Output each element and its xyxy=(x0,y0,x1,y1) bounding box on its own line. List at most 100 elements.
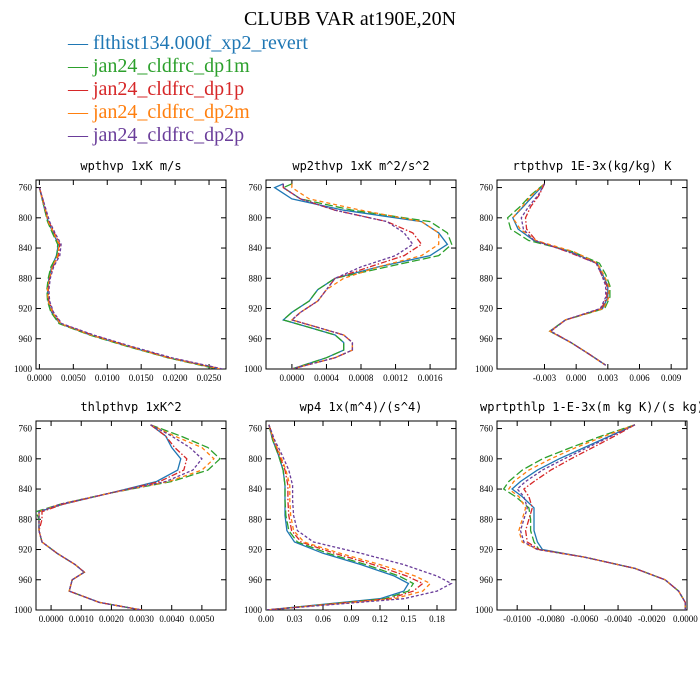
series-line xyxy=(502,424,686,610)
x-tick-label: 0.15 xyxy=(401,614,417,624)
legend-label: jan24_cldfrc_dp2p xyxy=(93,124,245,146)
x-tick-label: 0.03 xyxy=(287,614,303,624)
panel-title: wpthvp 1xK m/s xyxy=(80,159,181,173)
legend-marker: — xyxy=(68,55,93,77)
chart-panel: wp2thvp 1xK m^2/s^2 760 800 840 880 920 960 100… xyxy=(244,159,457,383)
series-line xyxy=(523,424,686,610)
x-tick-label: 0.0008 xyxy=(349,373,374,383)
x-tick-label: 0.06 xyxy=(315,614,331,624)
x-tick-label: -0.0080 xyxy=(537,614,565,624)
y-tick-label: 840 xyxy=(480,484,494,494)
y-tick-label: 800 xyxy=(249,213,263,223)
series-line xyxy=(273,183,449,369)
x-tick-label: 0.0200 xyxy=(163,373,188,383)
x-tick-label: 0.009 xyxy=(661,373,682,383)
chart-panel: thlpthvp 1xK^2 760 800 840 880 920 960 1000 0.00… xyxy=(14,400,227,624)
legend-item: — jan24_cldfrc_dp2m xyxy=(68,101,308,124)
chart-panel: wpthvp 1xK m/s76080084088092096010000.00… xyxy=(14,159,227,383)
y-tick-label: 800 xyxy=(480,454,494,464)
y-tick-label: 1000 xyxy=(475,605,494,615)
x-tick-label: 0.0012 xyxy=(383,373,408,383)
y-tick-label: 760 xyxy=(249,183,263,193)
y-tick-label: 760 xyxy=(19,183,33,193)
legend-marker: — xyxy=(68,124,93,146)
y-tick-label: 1000 xyxy=(244,364,263,374)
y-tick-label: 880 xyxy=(249,514,263,524)
y-tick-label: 800 xyxy=(19,213,33,223)
y-tick-label: 880 xyxy=(480,514,494,524)
x-tick-label: -0.0100 xyxy=(503,614,531,624)
y-tick-label: 880 xyxy=(19,514,33,524)
y-tick-label: 840 xyxy=(19,243,33,253)
series-line xyxy=(520,183,607,366)
chart-panel: wp4 1x(m^4)/(s^4)76080084088092096010000… xyxy=(244,400,457,624)
y-tick-label: 760 xyxy=(480,183,494,193)
x-tick-label: 0.0150 xyxy=(129,373,154,383)
x-tick-label: 0.09 xyxy=(344,614,360,624)
x-tick-label: -0.0040 xyxy=(604,614,632,624)
x-tick-label: 0.0004 xyxy=(314,373,339,383)
y-tick-label: 880 xyxy=(480,273,494,283)
y-tick-label: 840 xyxy=(19,484,33,494)
legend-marker: — xyxy=(68,78,93,100)
x-tick-label: -0.0060 xyxy=(571,614,599,624)
x-tick-label: 0.0030 xyxy=(129,614,154,624)
y-tick-label: 760 xyxy=(480,424,494,434)
x-tick-label: 0.0016 xyxy=(418,373,443,383)
y-tick-label: 760 xyxy=(249,424,263,434)
panel-title: wprtpthlp 1-E-3x(m kg K)/(s kg) xyxy=(480,400,700,414)
page-title: CLUBB VAR at190E,20N xyxy=(243,8,457,30)
y-tick-label: 800 xyxy=(480,213,494,223)
series-line xyxy=(38,187,223,369)
series-line xyxy=(282,183,414,369)
legend-item: — jan24_cldfrc_dp1p xyxy=(68,78,308,101)
plot-frame xyxy=(496,420,688,611)
plot-frame xyxy=(265,420,457,611)
x-tick-label: 0.0000 xyxy=(673,614,698,624)
y-tick-label: 920 xyxy=(480,304,494,314)
x-tick-label: 0.0010 xyxy=(69,614,94,624)
series-line xyxy=(38,424,215,610)
x-tick-label: 0.0050 xyxy=(61,373,86,383)
y-tick-label: 960 xyxy=(19,575,33,585)
series-line xyxy=(38,424,188,610)
y-tick-label: 920 xyxy=(19,545,33,555)
legend-label: flthist134.000f_xp2_revert xyxy=(93,32,308,54)
y-tick-label: 840 xyxy=(249,243,263,253)
series-line xyxy=(36,424,221,610)
legend-item: — jan24_cldfrc_dp2p xyxy=(68,124,308,147)
chart-panel: wprtpthlp 1-E-3x(m kg K)/(s kg) 760 800 840… xyxy=(475,400,700,624)
series-line xyxy=(38,187,218,369)
y-tick-label: 800 xyxy=(249,454,263,464)
x-tick-label: -0.0020 xyxy=(638,614,666,624)
y-tick-label: 960 xyxy=(480,575,494,585)
series-line xyxy=(511,183,610,366)
legend-item: — jan24_cldfrc_dp1m xyxy=(68,55,308,78)
y-tick-label: 960 xyxy=(249,575,263,585)
series-line xyxy=(266,424,415,610)
series-line xyxy=(524,183,608,366)
plot-frame xyxy=(35,420,227,611)
y-tick-label: 1000 xyxy=(475,364,494,374)
y-tick-label: 880 xyxy=(19,273,33,283)
series-line xyxy=(38,187,220,369)
x-tick-label: 0.006 xyxy=(629,373,650,383)
series-line xyxy=(511,424,686,610)
x-tick-label: 0.00 xyxy=(258,614,274,624)
legend-marker: — xyxy=(68,32,93,54)
y-tick-label: 1000 xyxy=(14,605,33,615)
x-tick-label: 0.18 xyxy=(429,614,445,624)
x-tick-label: 0.0000 xyxy=(27,373,52,383)
x-tick-label: 0.0040 xyxy=(159,614,184,624)
x-tick-label: 0.0000 xyxy=(39,614,64,624)
y-tick-label: 880 xyxy=(249,273,263,283)
legend-label: jan24_cldfrc_dp1p xyxy=(93,78,245,100)
series-line xyxy=(516,424,686,610)
y-tick-label: 960 xyxy=(249,334,263,344)
x-tick-label: 0.0020 xyxy=(99,614,124,624)
x-tick-label: 0.12 xyxy=(372,614,388,624)
y-tick-label: 800 xyxy=(19,454,33,464)
x-tick-label: 0.0100 xyxy=(95,373,120,383)
series-line xyxy=(266,424,453,610)
